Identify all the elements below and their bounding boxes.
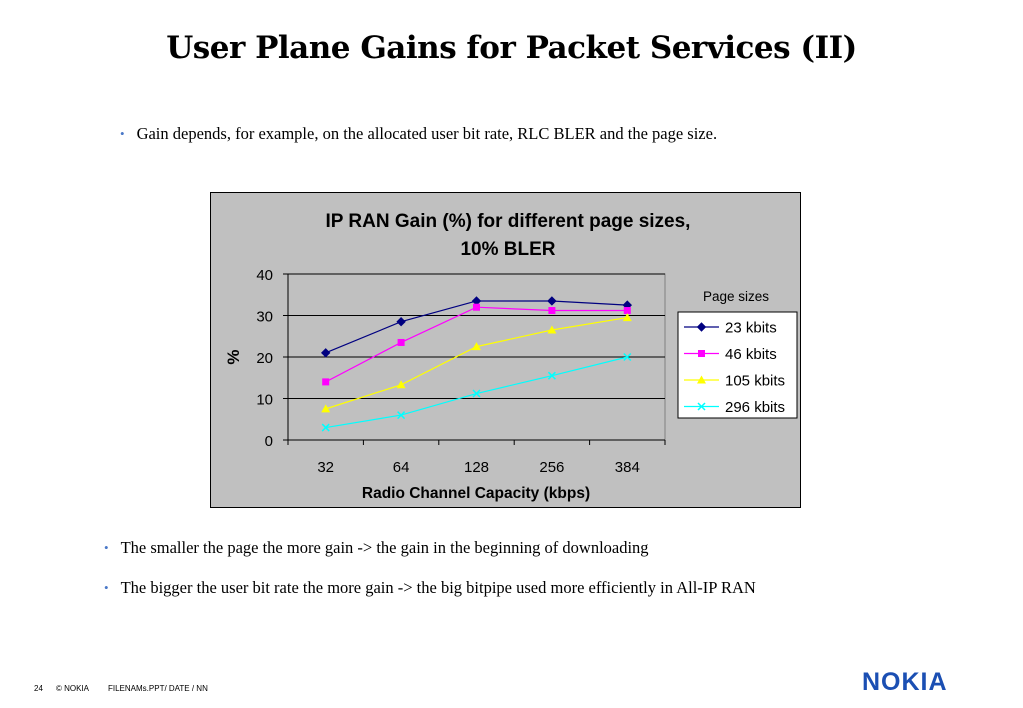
legend-title: Page sizes [703, 289, 769, 304]
data-point-x [321, 423, 330, 432]
data-point-diamond [547, 296, 557, 306]
data-point-square [322, 378, 330, 386]
data-point-triangle [697, 375, 706, 384]
chart-container: IP RAN Gain (%) for different page sizes… [210, 192, 801, 508]
legend-box [677, 311, 798, 419]
y-tick-label: 10 [256, 392, 273, 409]
gridlines [288, 273, 665, 399]
legend-entry-label: 46 kbits [725, 346, 777, 363]
y-axis: 0 10 20 30 40 [256, 267, 289, 450]
data-point-triangle [321, 404, 331, 413]
bullet-text: The bigger the user bit rate the more ga… [120, 578, 756, 597]
bullet-dot-icon: • [120, 126, 125, 141]
legend-entry-label: 296 kbits [725, 399, 785, 416]
chart-title-line-1: IP RAN Gain (%) for different page sizes… [326, 211, 691, 232]
x-tick-label: 256 [539, 459, 564, 476]
data-point-square [548, 307, 556, 315]
data-point-triangle [472, 342, 481, 351]
y-tick-label: 0 [265, 433, 273, 450]
bullet-text: The smaller the page the more gain -> th… [120, 538, 649, 557]
legend-entry-label: 105 kbits [725, 373, 785, 390]
y-tick-label: 20 [256, 350, 273, 367]
bullet-item: • The smaller the page the more gain -> t… [104, 538, 649, 558]
data-point-x [472, 389, 481, 398]
data-point-diamond [320, 348, 331, 358]
x-tick-label: 64 [393, 459, 410, 476]
y-tick-label: 30 [256, 309, 273, 326]
data-point-diamond [396, 317, 406, 327]
data-point-triangle [547, 325, 557, 334]
slide-title: User Plane Gains for Packet Services (II… [166, 30, 857, 66]
x-axis-label: Radio Channel Capacity (kbps) [362, 485, 590, 502]
footer-page-number: 24 [34, 684, 43, 693]
data-point-triangle [396, 380, 406, 389]
x-axis: 32 64 128 256 384 [287, 439, 666, 476]
data-point-diamond [696, 322, 707, 332]
x-tick-label: 384 [615, 459, 640, 476]
y-tick-label: 40 [256, 267, 273, 284]
x-tick-label: 128 [464, 459, 489, 476]
y-axis-label: % [224, 349, 243, 364]
legend-entry-label: 23 kbits [725, 320, 777, 337]
data-point-triangle [622, 313, 632, 322]
data-point-x [697, 402, 706, 411]
data-point-square [473, 303, 480, 311]
data-point-square [698, 350, 705, 357]
x-tick-label: 32 [317, 459, 334, 476]
footer-copyright: © NOKIA [56, 684, 90, 693]
bullet-dot-icon: • [104, 580, 109, 595]
bullet-item: • Gain depends, for example, on the alloc… [120, 124, 717, 144]
data-point-square [623, 307, 631, 315]
data-point-x [547, 371, 556, 380]
footer-filename: FILENAMs.PPT/ DATE / NN [108, 684, 208, 693]
bullet-text: Gain depends, for example, on the alloca… [136, 124, 718, 143]
bullet-item: • The bigger the user bit rate the more g… [104, 578, 756, 598]
data-point-square [397, 338, 405, 346]
data-point-x [623, 352, 632, 362]
chart-title-line-2: 10% BLER [460, 239, 555, 260]
bullet-dot-icon: • [104, 540, 109, 555]
series-group [320, 296, 633, 432]
data-point-x [397, 411, 406, 420]
line-chart: IP RAN Gain (%) for different page sizes… [224, 211, 798, 502]
legend: 23 kbits 46 kbits 105 kbits 296 kbits [684, 320, 785, 416]
nokia-logo: NOKIA [862, 668, 948, 696]
